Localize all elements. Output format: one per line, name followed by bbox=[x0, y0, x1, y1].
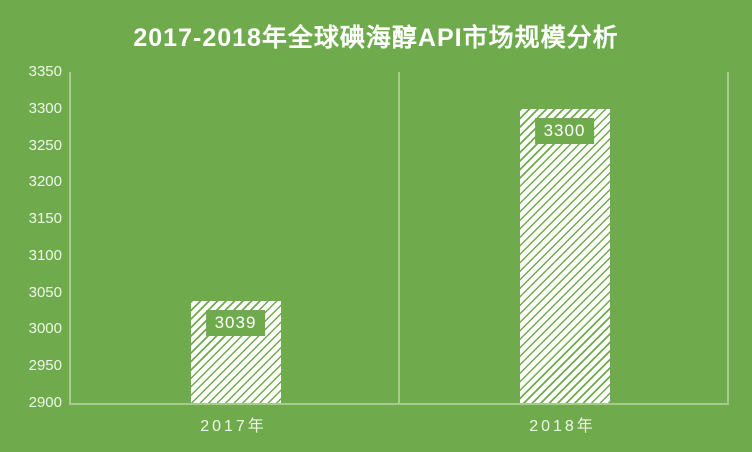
y-tick-label: 3150 bbox=[28, 210, 62, 227]
x-category-label: 2017年 bbox=[200, 418, 267, 435]
y-tick-label: 3100 bbox=[28, 247, 62, 264]
y-axis: 2900 2950 3000 3050 3100 3150 3200 3250 3300 3350 bbox=[0, 63, 62, 411]
y-tick-label: 2950 bbox=[28, 357, 62, 374]
y-tick-label: 3300 bbox=[28, 100, 62, 117]
y-tick-label: 3000 bbox=[28, 320, 62, 337]
gridline-vertical bbox=[398, 72, 400, 403]
bar-value-label: 3039 bbox=[205, 310, 266, 336]
x-category-label: 2018年 bbox=[529, 418, 596, 435]
bar-value-label: 3300 bbox=[534, 118, 595, 144]
y-tick-label: 3200 bbox=[28, 173, 62, 190]
bar-2017年: 3039 bbox=[190, 301, 281, 403]
y-tick-label: 3050 bbox=[28, 284, 62, 301]
y-tick-label: 2900 bbox=[28, 394, 62, 411]
chart-title: 2017-2018年全球碘海醇API市场规模分析 bbox=[133, 24, 619, 52]
y-tick-label: 3350 bbox=[28, 63, 62, 80]
plot-area: 3039 3300 bbox=[69, 72, 729, 405]
y-tick-label: 3250 bbox=[28, 137, 62, 154]
gridline-vertical bbox=[727, 72, 729, 403]
x-axis: 2017年 2018年 bbox=[69, 412, 727, 442]
bar-2018年: 3300 bbox=[519, 109, 610, 403]
